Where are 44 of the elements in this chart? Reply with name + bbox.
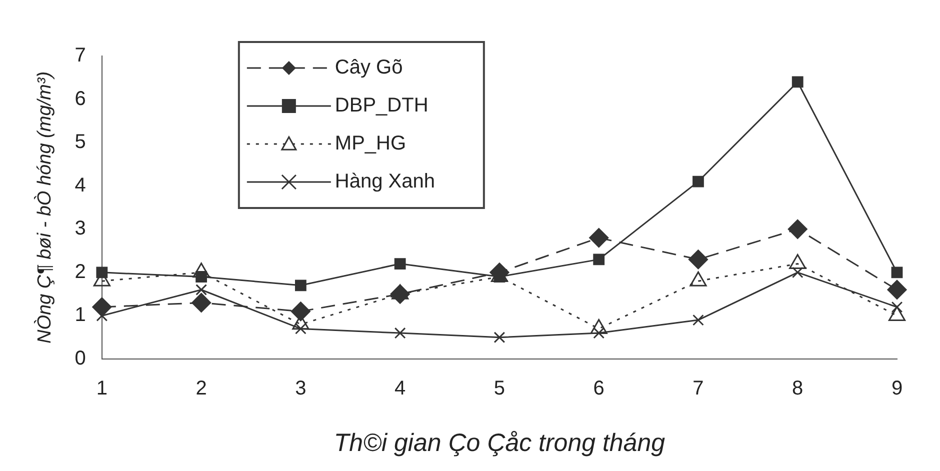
legend-label: Cây Gõ [334,56,403,79]
point [294,280,306,292]
y-tick-label: 6 [74,88,86,110]
y-tick-label: 4 [74,174,86,196]
point [196,284,208,296]
x-tick-label: 4 [394,378,406,400]
point [792,76,804,88]
x-tick-label: 5 [494,378,506,400]
point [692,176,704,188]
point [688,250,708,270]
point [494,332,506,344]
x-tick-label: 8 [792,378,804,400]
point [394,258,406,270]
point [92,297,112,317]
point [192,292,212,312]
y-tick-label: 3 [74,218,86,240]
legend-label: DBP_DTH [334,94,428,117]
legend-label: MP_HG [334,132,406,155]
y-tick-label: 0 [74,348,86,370]
y-tick-label: 7 [74,44,86,67]
point [294,323,306,334]
x-tick-label: 7 [692,378,704,400]
x-tick-label: 1 [96,378,108,400]
y-tick-label: 5 [74,131,86,154]
point [593,254,605,266]
x-tick-label: 6 [593,378,604,400]
y-tick-label: 1 [74,304,86,326]
x-tick-label: 3 [295,378,306,400]
y-axis-title: NÒng Ç¶ bøi - bÒ hóng (mg/m³) [34,71,56,344]
point [891,266,903,278]
point [96,310,108,322]
point [394,327,406,339]
x-axis-title: Th©i gian Ço Çåc trong tháng [334,428,666,457]
point [290,302,310,322]
point [792,266,804,278]
x-tick-label: 2 [196,378,207,400]
x-tick-label: 9 [891,378,903,400]
point [788,219,808,239]
y-tick-label: 2 [74,260,86,283]
point [589,228,609,248]
point [692,314,704,326]
point [887,280,907,300]
point [593,327,605,339]
legend-label: Hàng Xanh [334,170,435,193]
